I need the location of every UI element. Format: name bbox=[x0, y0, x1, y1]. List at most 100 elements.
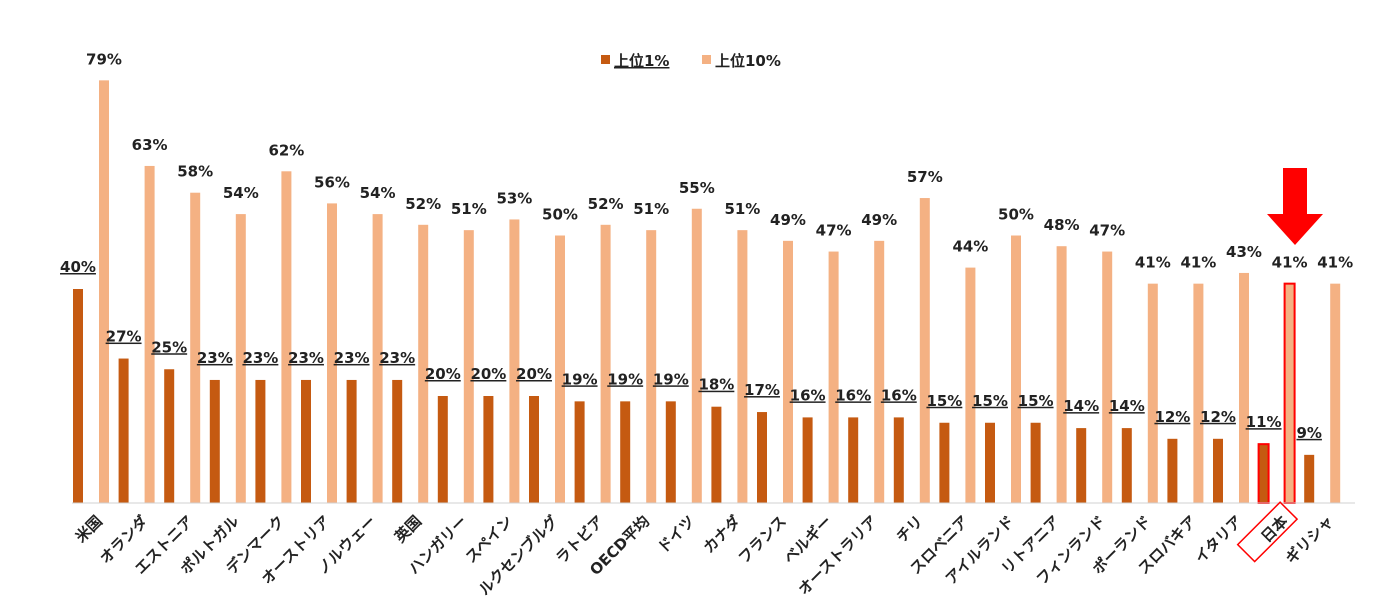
bar-top1 bbox=[893, 417, 904, 503]
value-label-top1: 23% bbox=[242, 349, 278, 367]
value-label-top10: 56% bbox=[314, 173, 350, 191]
value-label-top10: 55% bbox=[679, 179, 715, 197]
value-label-top1: 20% bbox=[470, 365, 506, 383]
legend-label-top10: 上位10% bbox=[715, 52, 781, 70]
highlight-arrow bbox=[1267, 168, 1323, 245]
category-label: イタリア bbox=[1191, 512, 1246, 567]
bar-top10 bbox=[1147, 283, 1158, 503]
bar-top10 bbox=[281, 171, 292, 504]
bar-top10 bbox=[190, 192, 201, 503]
bar-top1 bbox=[1076, 428, 1087, 503]
value-label-top10: 41% bbox=[1272, 254, 1308, 272]
bar-top10 bbox=[418, 224, 429, 504]
value-label-top1: 19% bbox=[562, 370, 598, 388]
value-label-top10: 41% bbox=[1135, 254, 1171, 272]
down-arrow-icon bbox=[1267, 168, 1323, 245]
bar-top1 bbox=[73, 289, 83, 503]
value-label-top1: 23% bbox=[197, 349, 233, 367]
category-label: チリ bbox=[893, 512, 927, 546]
value-label-top1: 15% bbox=[926, 392, 962, 410]
bar-top1 bbox=[1167, 438, 1178, 503]
bar-top1 bbox=[711, 406, 722, 503]
value-label-top10: 41% bbox=[1317, 254, 1353, 272]
legend-swatch-top10 bbox=[702, 55, 711, 64]
category-label: ギリシャ bbox=[1282, 512, 1337, 567]
bar-top10 bbox=[372, 214, 383, 503]
bar-top10 bbox=[919, 198, 930, 504]
value-label-top10: 51% bbox=[724, 200, 760, 218]
bar-top1 bbox=[620, 401, 631, 503]
bar-top1 bbox=[1304, 454, 1315, 503]
value-label-top1: 17% bbox=[744, 381, 780, 399]
bar-top1 bbox=[848, 417, 859, 503]
value-label-top1: 16% bbox=[835, 386, 871, 404]
value-label-top10: 51% bbox=[633, 200, 669, 218]
value-label-top10: 53% bbox=[496, 189, 532, 207]
bar-top1 bbox=[164, 369, 175, 503]
bar-top1 bbox=[392, 379, 403, 503]
bar-top10 bbox=[1102, 251, 1113, 503]
bar-top10 bbox=[600, 224, 611, 504]
category-label: ドイツ bbox=[654, 512, 699, 557]
value-label-top1: 23% bbox=[288, 349, 324, 367]
value-label-top10: 41% bbox=[1180, 254, 1216, 272]
value-label-top1: 19% bbox=[607, 370, 643, 388]
value-label-top10: 54% bbox=[223, 184, 259, 202]
value-label-top10: 49% bbox=[861, 211, 897, 229]
labels-layer: 40%79%米国27%63%オランダ25%58%エストニア23%54%ポルトガル… bbox=[60, 50, 1353, 598]
value-label-top1: 19% bbox=[653, 370, 689, 388]
bar-top10 bbox=[1283, 282, 1296, 504]
bars-layer bbox=[73, 80, 1341, 504]
bar-top10 bbox=[691, 208, 702, 503]
bar-top1 bbox=[301, 379, 311, 503]
category-label: オーストラリア bbox=[795, 512, 881, 598]
value-label-top10: 57% bbox=[907, 168, 943, 186]
value-label-top1: 14% bbox=[1063, 397, 1099, 415]
category-label: 英国 bbox=[391, 512, 425, 546]
value-label-top1: 23% bbox=[334, 349, 370, 367]
value-label-top1: 12% bbox=[1200, 408, 1236, 426]
bar-top10 bbox=[1193, 283, 1204, 503]
value-label-top1: 25% bbox=[151, 338, 187, 356]
value-label-top10: 62% bbox=[268, 141, 304, 159]
value-label-top1: 40% bbox=[60, 258, 96, 276]
legend-label-top1: 上位1% bbox=[614, 52, 669, 70]
bar-top10 bbox=[828, 251, 839, 503]
bar-top10 bbox=[509, 219, 520, 503]
value-label-top10: 47% bbox=[816, 222, 852, 240]
value-label-top1: 11% bbox=[1246, 413, 1282, 431]
legend-swatch-top1 bbox=[601, 55, 610, 64]
bar-top1 bbox=[574, 401, 585, 503]
category-label: 米国 bbox=[72, 512, 106, 546]
bar-top10 bbox=[555, 235, 565, 503]
bar-top10 bbox=[144, 165, 155, 503]
value-label-top10: 48% bbox=[1044, 216, 1080, 234]
value-label-top1: 16% bbox=[790, 386, 826, 404]
value-label-top10: 51% bbox=[451, 200, 487, 218]
value-label-top10: 43% bbox=[1226, 243, 1262, 261]
category-label: フランス bbox=[735, 512, 790, 567]
value-label-top1: 18% bbox=[698, 376, 734, 394]
bar-top10 bbox=[235, 214, 246, 503]
bar-top1 bbox=[1121, 428, 1132, 503]
legend: 上位1% 上位10% bbox=[601, 52, 781, 70]
bar-top10 bbox=[737, 230, 748, 503]
value-label-top1: 23% bbox=[379, 349, 415, 367]
category-label: カナダ bbox=[700, 512, 745, 557]
value-label-top10: 50% bbox=[998, 206, 1034, 224]
value-label-top1: 27% bbox=[106, 328, 142, 346]
bar-top10 bbox=[1330, 283, 1341, 503]
value-label-top1: 9% bbox=[1296, 424, 1321, 442]
value-label-top10: 50% bbox=[542, 206, 578, 224]
bar-top10 bbox=[783, 240, 793, 503]
bar-top10 bbox=[327, 203, 337, 503]
value-label-top10: 49% bbox=[770, 211, 806, 229]
category-label: ルクセンブルグ bbox=[475, 512, 562, 599]
value-label-top1: 20% bbox=[516, 365, 552, 383]
bar-top1 bbox=[346, 379, 357, 503]
bar-top10 bbox=[874, 240, 885, 503]
value-label-top10: 52% bbox=[588, 195, 624, 213]
bar-top1 bbox=[1213, 438, 1223, 503]
value-label-top10: 54% bbox=[360, 184, 396, 202]
highlight-box bbox=[1236, 501, 1299, 563]
